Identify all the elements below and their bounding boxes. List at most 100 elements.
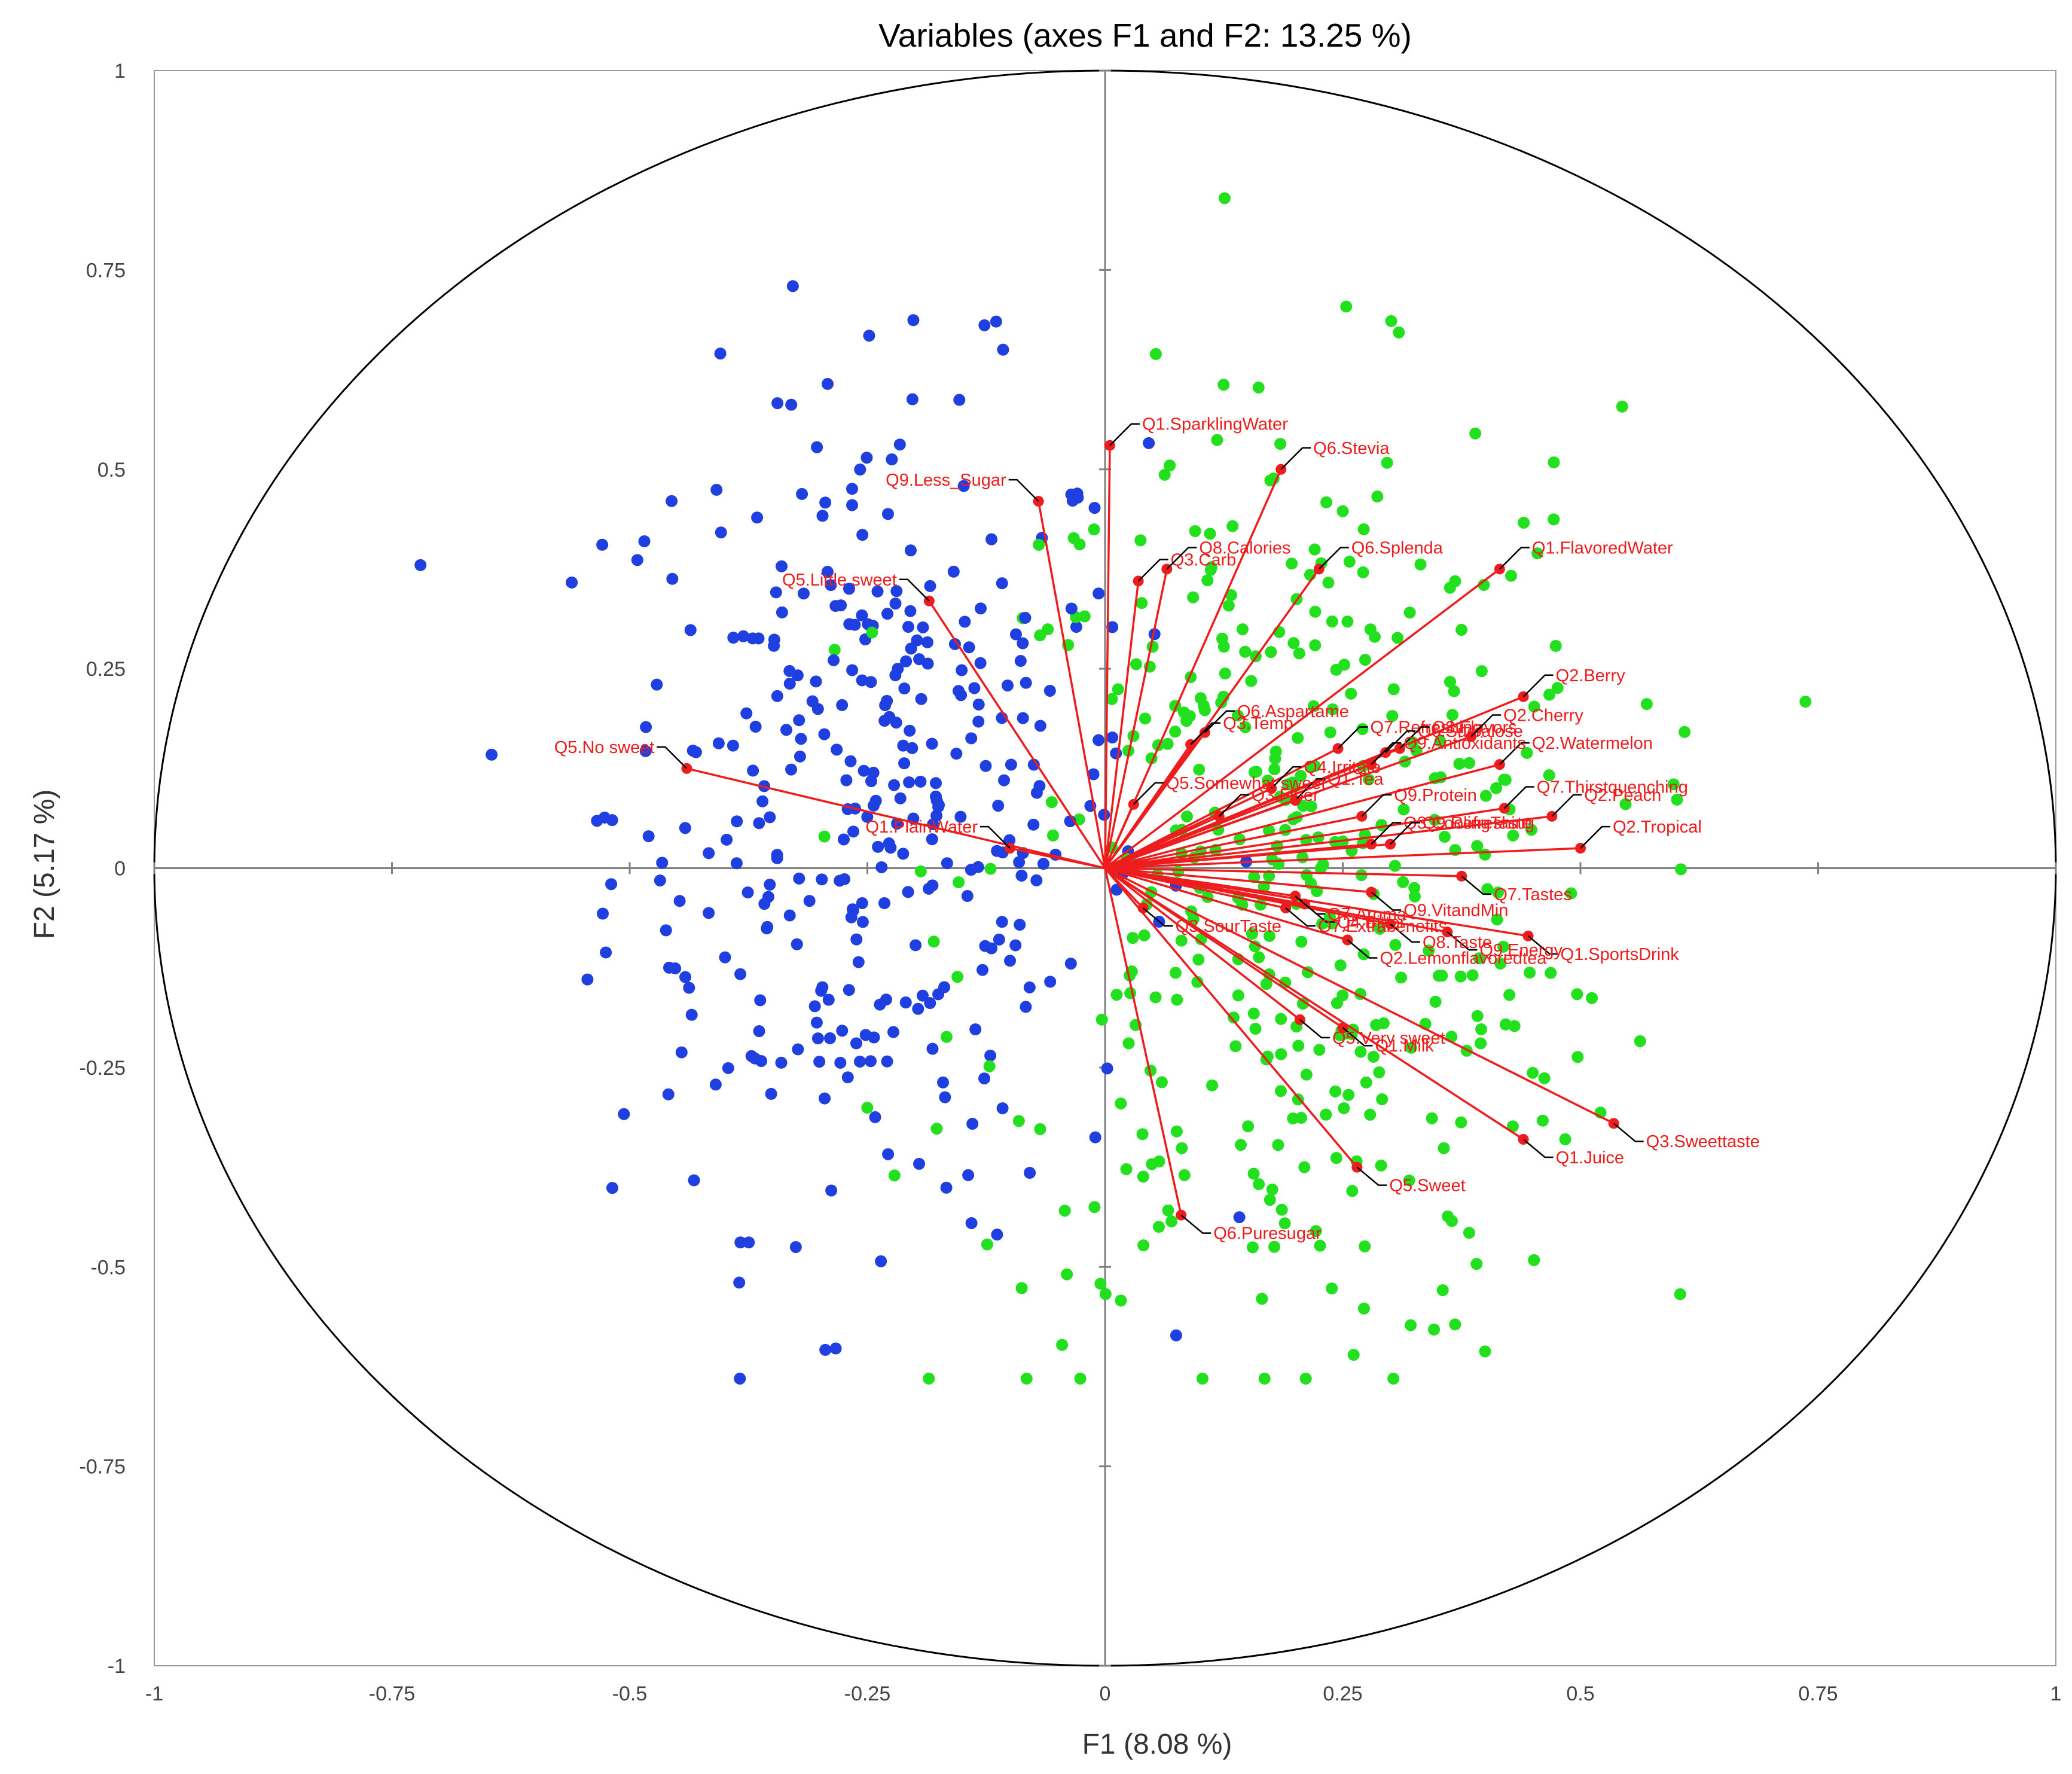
observation-point-green <box>1088 523 1100 536</box>
observation-point-blue <box>950 748 963 760</box>
observation-point-blue <box>1030 874 1043 886</box>
observation-point-green <box>1389 938 1402 951</box>
variable-label: Q9.Refreshing <box>1423 813 1534 833</box>
observation-point-blue <box>605 878 618 891</box>
label-leader <box>1008 478 1039 502</box>
label-leader <box>899 578 930 602</box>
observation-point-blue <box>1017 712 1029 724</box>
observation-point-green <box>1180 810 1193 823</box>
label-leader <box>1295 778 1325 801</box>
observation-point-blue <box>998 774 1011 787</box>
observation-point-green <box>1265 646 1277 659</box>
observation-point-blue <box>902 886 914 898</box>
y-tick-label: 1 <box>114 60 126 83</box>
observation-point-green <box>1359 1240 1371 1252</box>
variable-vector <box>1104 867 1462 877</box>
observation-point-green <box>1436 1284 1449 1297</box>
observation-point-blue <box>714 348 727 360</box>
label-leader <box>1280 447 1311 470</box>
label-leader <box>1337 726 1368 749</box>
variable-vector <box>1104 763 1500 870</box>
observation-point-green <box>1362 773 1375 786</box>
observation-point-green <box>984 862 997 875</box>
observation-point-green <box>1453 757 1466 770</box>
observation-point-green <box>1356 723 1369 735</box>
variable-vector <box>1037 501 1106 868</box>
observation-point-blue <box>875 1255 887 1267</box>
variable-vector <box>1104 815 1552 870</box>
observation-point-blue <box>1023 981 1036 993</box>
observation-point-green <box>1320 496 1333 508</box>
observation-point-blue <box>912 1002 924 1015</box>
variable-label: Q1.SportsDrink <box>1561 945 1680 964</box>
observation-point-blue <box>1044 976 1057 988</box>
label-leader <box>1180 1214 1212 1234</box>
observation-point-green <box>1463 1227 1475 1239</box>
observation-point-green <box>866 626 878 639</box>
observation-point-blue <box>1037 858 1049 870</box>
observation-point-blue <box>965 732 978 745</box>
observation-point-green <box>1397 876 1409 888</box>
observation-point-green <box>1139 712 1152 725</box>
variable-label: Q9.Less_Sugar <box>886 471 1006 490</box>
observation-point-blue <box>985 533 998 545</box>
observation-point-green <box>1364 1108 1377 1121</box>
observation-point-blue <box>937 1076 950 1089</box>
variable-vector <box>686 767 1106 870</box>
label-leader <box>1347 939 1378 959</box>
observation-point-green <box>1479 1345 1491 1358</box>
label-leader <box>657 746 688 769</box>
observation-point-blue <box>1034 720 1046 732</box>
observation-point-green <box>1518 516 1530 529</box>
observation-point-green <box>1034 1123 1046 1135</box>
label-leader <box>1613 1123 1644 1142</box>
observation-point-green <box>1137 1239 1150 1252</box>
variable-label: Q2.Watermelon <box>1532 734 1653 753</box>
observation-point-green <box>818 830 831 843</box>
observation-point-green <box>1247 1168 1260 1180</box>
variable-label: Q2.Berry <box>1556 666 1626 685</box>
label-leader <box>1499 742 1530 766</box>
observation-point-blue <box>883 711 896 723</box>
observation-point-green <box>1331 997 1343 1010</box>
observation-point-green <box>1314 1239 1326 1252</box>
observation-point-green <box>1292 1040 1305 1052</box>
observation-point-green <box>1503 989 1516 1001</box>
observation-point-green <box>1274 1085 1287 1098</box>
variable-label: Q7.Aroma <box>1328 905 1407 924</box>
observation-point-blue <box>843 984 855 996</box>
observation-point-blue <box>591 815 603 827</box>
observation-point-blue <box>905 642 917 655</box>
observation-point-blue <box>771 849 783 861</box>
observation-point-blue <box>821 566 834 578</box>
variable-vector <box>1104 743 1192 869</box>
variable-label: Q6.Sucralose <box>1418 722 1523 741</box>
observation-point-blue <box>1017 637 1029 650</box>
observation-point-green <box>1675 863 1687 876</box>
y-tick-label: 0.75 <box>86 259 126 282</box>
observation-point-blue <box>856 674 868 687</box>
observation-point-green <box>1246 928 1258 940</box>
observation-point-blue <box>662 1088 675 1101</box>
observation-point-blue <box>811 1032 824 1045</box>
observation-point-green <box>1314 862 1327 875</box>
x-tick-label: -0.5 <box>612 1682 648 1705</box>
observation-point-green <box>1326 703 1339 715</box>
observation-point-blue <box>902 621 914 633</box>
observation-point-blue <box>1027 818 1040 831</box>
observation-point-green <box>1169 726 1182 738</box>
observation-point-blue <box>785 398 798 411</box>
observation-point-green <box>1308 543 1321 556</box>
observation-point-blue <box>597 907 609 920</box>
observation-point-green <box>1112 683 1124 696</box>
observation-point-green <box>1479 848 1491 861</box>
observation-point-blue <box>734 1372 746 1385</box>
observation-point-green <box>1309 639 1322 651</box>
variable-label: Q1.Juice <box>1556 1148 1624 1168</box>
observation-point-blue <box>887 1026 899 1038</box>
y-tick-label: -0.75 <box>80 1456 126 1479</box>
observation-point-blue <box>640 721 652 733</box>
variable-label: Q9.Energy <box>1479 941 1563 960</box>
observation-point-blue <box>836 699 849 711</box>
